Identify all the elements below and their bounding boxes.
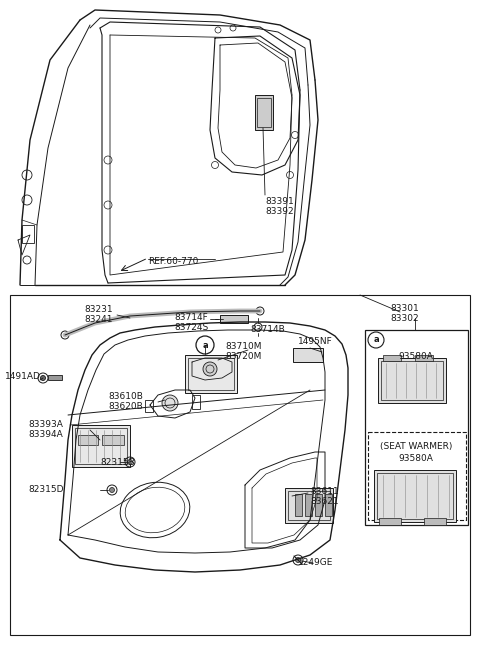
Text: 1495NF: 1495NF [298,337,333,346]
Bar [188,358,234,390]
Bar [288,491,330,520]
Text: 83391
83392: 83391 83392 [265,197,294,216]
Bar [383,355,401,361]
Bar [368,432,466,520]
Bar [257,98,271,127]
Bar [377,473,453,519]
Text: 83393A
83394A: 83393A 83394A [28,420,63,440]
Text: a: a [373,335,379,344]
Text: 83301
83302: 83301 83302 [390,304,419,323]
Bar [305,494,312,516]
Text: 82315D: 82315D [28,485,63,494]
Bar [255,95,273,130]
Text: 93580A: 93580A [398,352,433,361]
Text: REF.60-770: REF.60-770 [148,257,198,266]
Bar [381,361,443,400]
Circle shape [128,459,132,464]
Bar [22,225,34,243]
Circle shape [40,375,46,380]
Bar [185,355,237,393]
Bar [220,315,248,323]
Text: 83611
83621: 83611 83621 [310,487,339,506]
Bar [295,494,302,516]
Bar [315,494,322,516]
Text: a: a [202,340,208,350]
Bar [285,488,333,523]
Text: 83714B: 83714B [250,325,285,334]
Bar [72,425,130,467]
Text: 1491AD: 1491AD [5,372,41,381]
Text: 83710M
83720M: 83710M 83720M [225,342,262,361]
Text: 83714F
83724S: 83714F 83724S [174,313,208,333]
Bar [378,358,446,403]
Bar [10,295,470,635]
Circle shape [203,362,217,376]
Text: (SEAT WARMER): (SEAT WARMER) [380,442,452,451]
Text: 82315B: 82315B [100,458,135,467]
Text: 83610B
83620B: 83610B 83620B [108,392,143,411]
Circle shape [162,395,178,411]
Bar [374,470,456,522]
Text: 83231
83241: 83231 83241 [84,305,113,325]
Bar [293,348,323,362]
Bar [102,435,124,445]
Bar [78,435,98,445]
Text: 93580A: 93580A [398,454,433,463]
Circle shape [109,487,115,493]
Bar [415,355,433,361]
Bar [325,494,332,516]
Text: 1249GE: 1249GE [298,558,334,567]
Bar [48,375,62,380]
Circle shape [296,558,300,562]
Bar [379,518,401,525]
Bar [145,400,153,412]
Bar [75,428,127,464]
Bar [424,518,446,525]
Bar [192,395,200,409]
Bar [365,330,468,525]
